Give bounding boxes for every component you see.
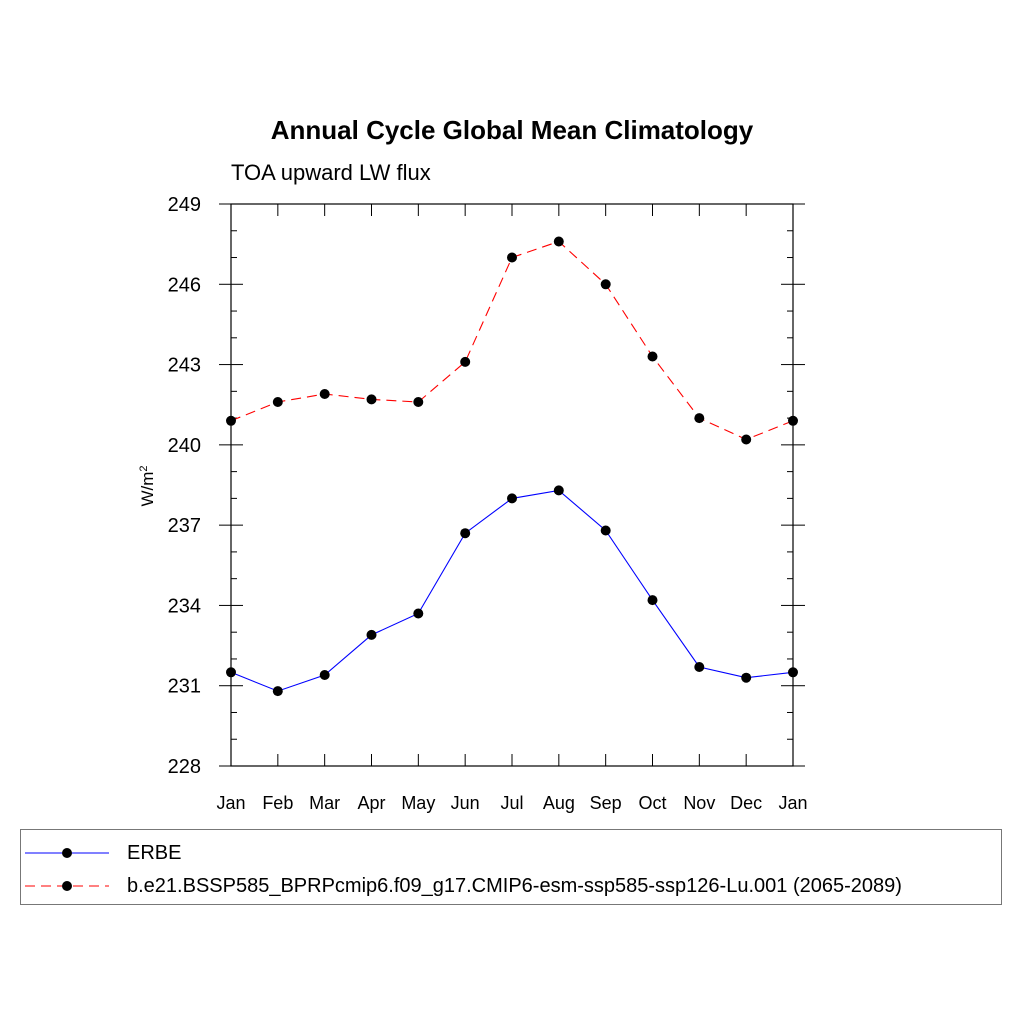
series-1-point [272,397,283,407]
series-0-point [413,608,424,619]
series-1-point [507,252,517,263]
series-1-point [319,389,330,399]
series-1-point [366,394,377,405]
series-1-point [226,415,236,426]
x-tick-label: Jun [451,793,480,813]
legend: ERBE b.e21.BSSP585_BPRPcmip6.f09_g17.CMI… [20,829,1002,905]
series-1-point [600,279,611,290]
x-tick-label: Sep [590,793,622,813]
y-tick-label: 234 [168,595,201,617]
series-0-point [460,528,471,539]
y-axis-title: W/m2 [138,465,157,506]
x-tick-label: Dec [730,793,762,813]
y-tick-label: 231 [168,676,201,698]
series-1-point [694,413,705,424]
x-tick-label: May [401,793,435,813]
legend-sample-model [25,881,109,891]
series-1-point [413,397,424,407]
chart-subtitle: TOA upward LW flux [231,160,431,185]
series-line-1 [230,240,794,441]
x-tick-label: Jul [500,793,523,813]
series-0-point [507,493,517,504]
y-tick-label: 237 [168,515,201,537]
series-1-point [460,356,471,367]
x-tick-label: Feb [262,793,293,813]
series-1-point [553,236,564,247]
legend-sample-erbe [25,848,109,858]
legend-item-model: b.e21.BSSP585_BPRPcmip6.f09_g17.CMIP6-es… [21,874,1001,898]
series-line-0 [230,489,794,692]
series-1-point [647,351,658,362]
series-0-point [788,667,798,678]
x-tick-label: Aug [543,793,575,813]
x-tick-label: Jan [216,793,245,813]
legend-label-model: b.e21.BSSP585_BPRPcmip6.f09_g17.CMIP6-es… [127,875,902,897]
series-1-point [788,415,798,426]
series-1-point [741,434,752,445]
series-0-point [366,629,377,640]
legend-item-erbe: ERBE [21,841,1001,865]
x-tick-label: Apr [357,793,385,813]
y-axis-unit: W/m [138,472,157,507]
y-tick-label: 243 [168,355,201,377]
y-tick-label: 228 [168,756,201,778]
series-0-point [600,525,611,536]
x-tick-label: Mar [309,793,340,813]
series-0-point [553,485,564,496]
series-0-point [694,662,705,672]
legend-label-erbe: ERBE [127,842,182,864]
x-tick-label: Oct [638,793,666,813]
series-0-point [319,670,330,680]
chart-title: Annual Cycle Global Mean Climatology [271,115,754,145]
x-tick-label: Jan [778,793,807,813]
series-0-point [272,686,283,697]
series-0-point [647,595,658,606]
y-tick-label: 249 [168,194,201,216]
y-tick-label: 246 [168,274,201,296]
series-0-point [226,667,236,678]
series-0-point [741,672,752,683]
y-axis-unit-exponent: 2 [138,465,150,471]
y-tick-label: 240 [168,435,201,457]
plot-frame [230,203,794,767]
x-tick-label: Nov [683,793,715,813]
svg-text:W/m2: W/m2 [138,465,157,506]
